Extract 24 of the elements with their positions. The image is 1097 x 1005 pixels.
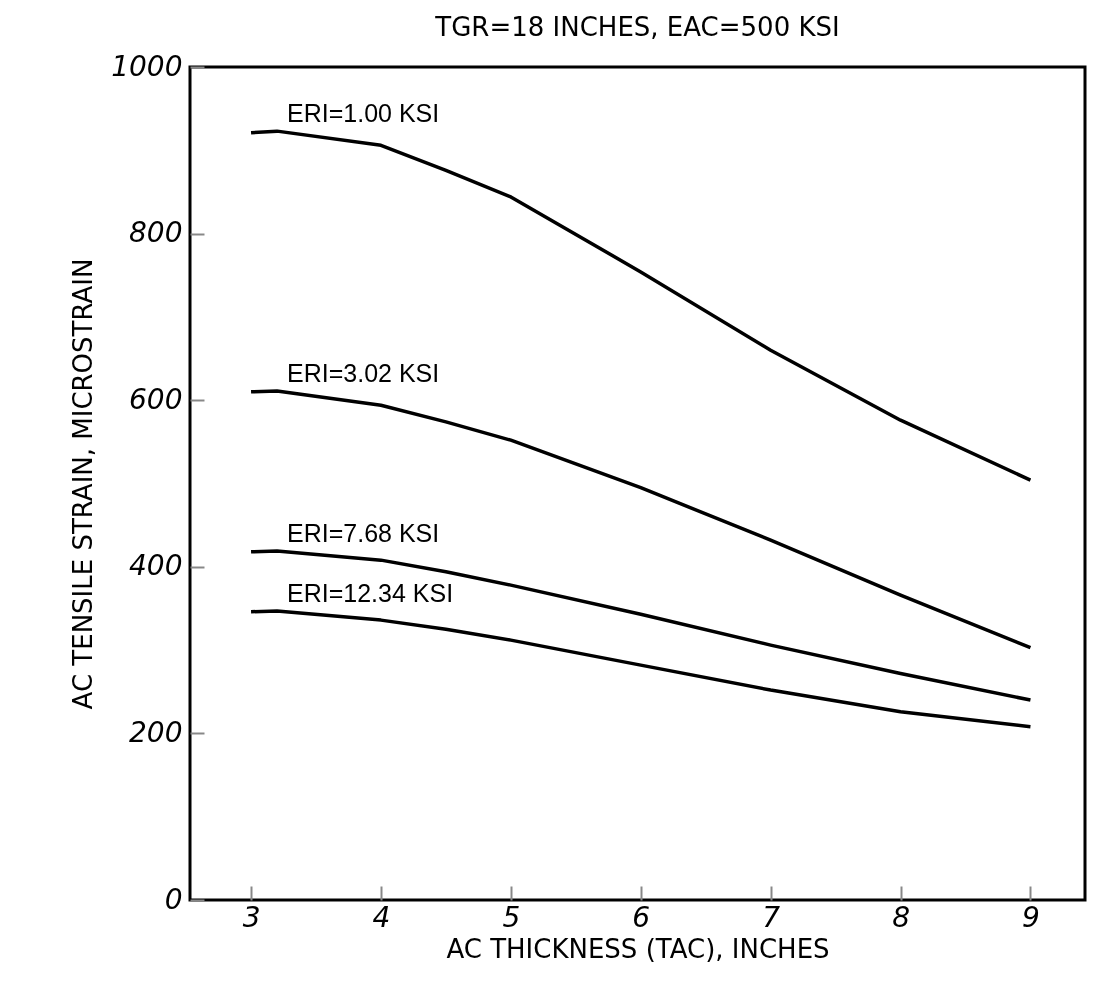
y-tick-label: 400 (129, 549, 183, 583)
line-series (249, 609, 1033, 729)
line-series (249, 129, 1033, 482)
y-tick-label: 800 (129, 216, 183, 250)
line-series (249, 389, 1033, 650)
series-label: ERI=12.34 KSI (287, 578, 454, 607)
y-axis-title: AC TENSILE STRAIN, MICROSTRAIN (68, 258, 99, 710)
y-tick-label: 200 (129, 715, 183, 749)
x-tick-label: 4 (372, 900, 391, 934)
x-axis-title: AC THICKNESS (TAC), INCHES (446, 933, 830, 964)
x-tick-label: 9 (1022, 900, 1040, 934)
series-label: ERI=1.00 KSI (287, 99, 440, 128)
y-tick-label: 1000 (111, 49, 183, 83)
x-tick-label: 6 (632, 900, 651, 934)
chart-title: TGR=18 INCHES, EAC=500 KSI (434, 12, 840, 42)
x-tick-label: 3 (242, 900, 261, 934)
y-tick-label: 600 (129, 382, 183, 416)
x-tick-label: 7 (762, 900, 781, 934)
y-tick-label: 0 (164, 882, 183, 916)
x-tick-label: 5 (502, 900, 521, 934)
series-label: ERI=3.02 KSI (287, 359, 440, 388)
line-series (249, 549, 1033, 702)
series-label: ERI=7.68 KSI (287, 518, 440, 547)
x-tick-label: 8 (892, 900, 910, 934)
